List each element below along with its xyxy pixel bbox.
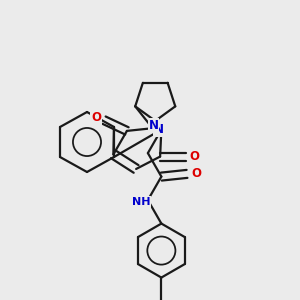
- Text: N: N: [148, 119, 158, 132]
- Text: O: O: [91, 111, 101, 124]
- Text: O: O: [191, 167, 201, 180]
- Text: N: N: [148, 119, 158, 132]
- Text: N: N: [148, 119, 158, 132]
- Text: O: O: [191, 167, 201, 180]
- Text: NH: NH: [132, 197, 150, 207]
- Text: NH: NH: [132, 197, 150, 207]
- Text: O: O: [190, 150, 200, 163]
- Text: O: O: [91, 111, 101, 124]
- Text: O: O: [190, 150, 200, 163]
- Text: N: N: [154, 123, 164, 136]
- Text: N: N: [154, 123, 164, 136]
